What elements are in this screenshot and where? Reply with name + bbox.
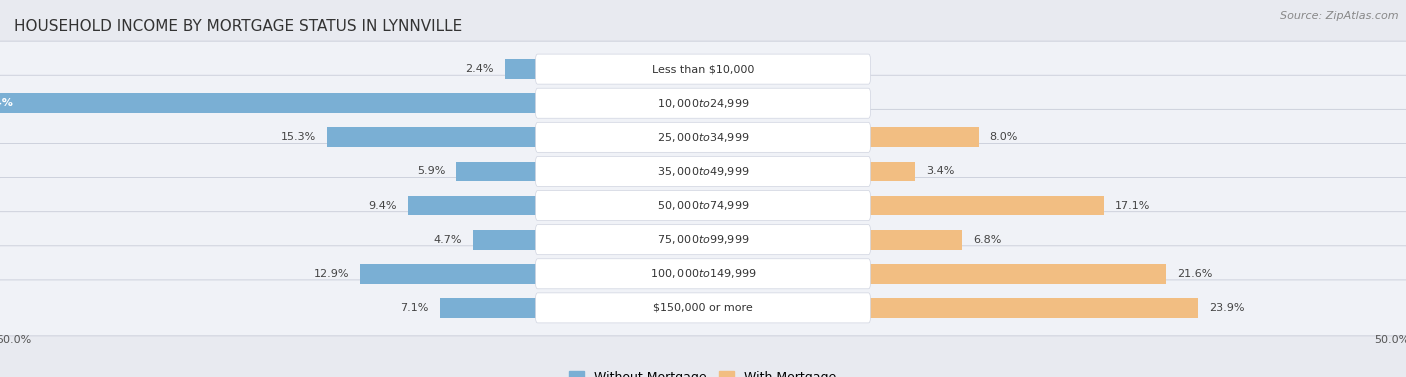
Text: $75,000 to $99,999: $75,000 to $99,999: [657, 233, 749, 246]
Legend: Without Mortgage, With Mortgage: Without Mortgage, With Mortgage: [564, 366, 842, 377]
Text: 4.7%: 4.7%: [433, 234, 461, 245]
Text: 8.0%: 8.0%: [990, 132, 1018, 143]
FancyBboxPatch shape: [536, 225, 870, 255]
Text: Source: ZipAtlas.com: Source: ZipAtlas.com: [1281, 11, 1399, 21]
FancyBboxPatch shape: [536, 122, 870, 152]
FancyBboxPatch shape: [536, 156, 870, 187]
Bar: [326, 127, 537, 147]
Text: 17.1%: 17.1%: [1115, 201, 1150, 211]
Text: $150,000 or more: $150,000 or more: [654, 303, 752, 313]
Bar: [505, 59, 537, 79]
FancyBboxPatch shape: [536, 293, 870, 323]
FancyBboxPatch shape: [536, 54, 870, 84]
FancyBboxPatch shape: [0, 144, 1406, 199]
Text: $10,000 to $24,999: $10,000 to $24,999: [657, 97, 749, 110]
Text: $100,000 to $149,999: $100,000 to $149,999: [650, 267, 756, 280]
Text: 15.3%: 15.3%: [281, 132, 316, 143]
FancyBboxPatch shape: [536, 259, 870, 289]
Text: 23.9%: 23.9%: [1209, 303, 1244, 313]
Text: 21.6%: 21.6%: [1177, 269, 1212, 279]
FancyBboxPatch shape: [0, 280, 1406, 336]
Bar: [869, 162, 915, 181]
Bar: [408, 196, 537, 215]
Text: 2.4%: 2.4%: [465, 64, 494, 74]
Bar: [869, 230, 962, 250]
Text: 7.1%: 7.1%: [401, 303, 429, 313]
Bar: [457, 162, 537, 181]
FancyBboxPatch shape: [0, 178, 1406, 233]
Text: HOUSEHOLD INCOME BY MORTGAGE STATUS IN LYNNVILLE: HOUSEHOLD INCOME BY MORTGAGE STATUS IN L…: [14, 19, 463, 34]
FancyBboxPatch shape: [0, 109, 1406, 165]
Text: 9.4%: 9.4%: [368, 201, 396, 211]
FancyBboxPatch shape: [0, 246, 1406, 302]
Text: 6.8%: 6.8%: [973, 234, 1001, 245]
FancyBboxPatch shape: [0, 41, 1406, 97]
Text: Less than $10,000: Less than $10,000: [652, 64, 754, 74]
Bar: [360, 264, 537, 284]
Bar: [869, 127, 979, 147]
Bar: [869, 264, 1166, 284]
Bar: [440, 298, 537, 318]
Text: $25,000 to $34,999: $25,000 to $34,999: [657, 131, 749, 144]
Bar: [0, 93, 537, 113]
Text: $50,000 to $74,999: $50,000 to $74,999: [657, 199, 749, 212]
FancyBboxPatch shape: [536, 190, 870, 221]
Text: 5.9%: 5.9%: [418, 166, 446, 176]
FancyBboxPatch shape: [536, 88, 870, 118]
Bar: [869, 196, 1104, 215]
FancyBboxPatch shape: [0, 75, 1406, 131]
Text: 3.4%: 3.4%: [927, 166, 955, 176]
Text: 42.4%: 42.4%: [0, 98, 13, 108]
Bar: [869, 298, 1198, 318]
FancyBboxPatch shape: [0, 212, 1406, 268]
Text: 12.9%: 12.9%: [314, 269, 349, 279]
Bar: [472, 230, 537, 250]
Text: $35,000 to $49,999: $35,000 to $49,999: [657, 165, 749, 178]
